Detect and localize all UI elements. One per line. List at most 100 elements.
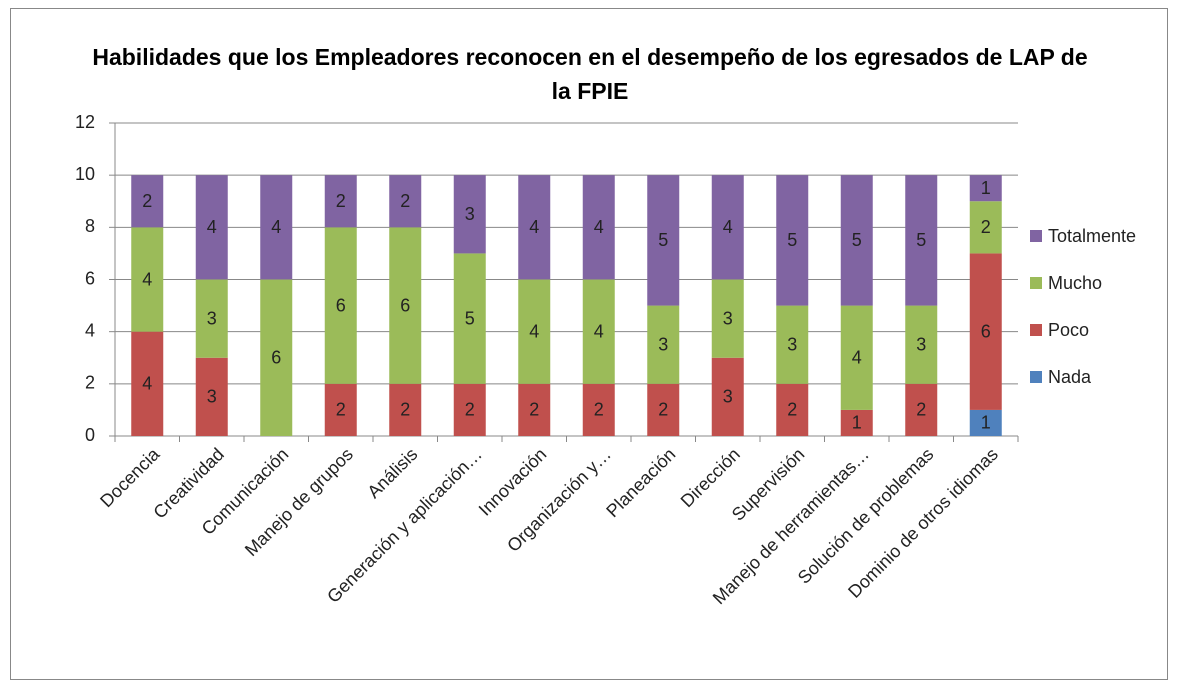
data-label: 3 [723,308,733,328]
data-label: 4 [529,321,539,341]
data-label: 4 [723,217,733,237]
data-label: 3 [207,387,217,407]
data-label: 2 [981,217,991,237]
y-tick-label: 0 [85,425,95,445]
data-label: 4 [594,217,604,237]
data-label: 2 [787,400,797,420]
bar-segment [131,227,164,332]
legend-swatch [1030,230,1042,242]
data-label: 2 [400,400,410,420]
bar-segment [647,383,680,436]
data-label: 2 [142,191,152,211]
data-label: 2 [400,191,410,211]
data-label: 3 [658,334,668,354]
legend-label: Mucho [1048,273,1102,293]
bar-segment [453,253,486,384]
data-label: 3 [207,308,217,328]
legend-swatch [1030,371,1042,383]
chart-title: Habilidades que los Empleadores reconoce… [92,44,1088,104]
bar-segment [518,175,551,280]
data-label: 2 [594,400,604,420]
y-tick-label: 10 [75,164,95,184]
bar-segment [195,357,228,436]
x-tick-label: Docencia [96,443,164,511]
data-label: 4 [142,269,152,289]
bar-segment [776,305,809,384]
bar-segment [131,175,164,228]
bar-segment [518,383,551,436]
x-tick-label: Manejo de grupos [241,444,357,560]
bar-segment [711,279,744,358]
data-label: 4 [594,321,604,341]
data-label: 1 [981,413,991,433]
bar-segment [453,383,486,436]
bar-segment [647,175,680,306]
bar-segment [969,409,1002,436]
data-label: 4 [271,217,281,237]
data-label: 6 [336,295,346,315]
data-label: 3 [465,204,475,224]
bar-segment [195,279,228,358]
x-tick-label: Análisis [363,444,421,502]
bar-segment [324,175,357,228]
legend-label: Totalmente [1048,226,1136,246]
data-label: 6 [271,348,281,368]
bar-segment [582,383,615,436]
data-label: 2 [916,400,926,420]
y-tick-label: 6 [85,268,95,288]
data-label: 6 [400,295,410,315]
data-label: 5 [465,308,475,328]
data-label: 3 [787,334,797,354]
data-label: 2 [465,400,475,420]
data-label: 3 [916,334,926,354]
bar-segment [840,305,873,410]
bar-segment [711,175,744,280]
legend-label: Nada [1048,367,1092,387]
bar-segment [776,383,809,436]
bar-segment [453,175,486,254]
data-label: 2 [658,400,668,420]
data-label: 1 [852,413,862,433]
bar-segment [324,383,357,436]
data-label: 2 [529,400,539,420]
bar-segment [260,175,293,280]
legend-label: Poco [1048,320,1089,340]
x-tick-label: Planeación [602,444,679,521]
bar-segment [389,383,422,436]
y-tick-label: 12 [75,112,95,132]
data-label: 4 [142,374,152,394]
x-tick-label: Dirección [677,444,744,511]
data-label: 4 [207,217,217,237]
y-tick-label: 2 [85,373,95,393]
bar-segment [905,175,938,306]
bar-segment [776,175,809,306]
data-label: 5 [852,230,862,250]
bar-segment [389,227,422,384]
data-label: 2 [336,400,346,420]
bar-segment [324,227,357,384]
data-label: 3 [723,387,733,407]
bar-segment [711,357,744,436]
bar-segment [969,175,1002,202]
data-label: 6 [981,321,991,341]
bar-segment [195,175,228,280]
bar-segment [905,305,938,384]
data-label: 5 [916,230,926,250]
bar-segment [905,383,938,436]
data-label: 4 [529,217,539,237]
bar-segment [840,409,873,436]
bar-segment [582,175,615,280]
bar-segment [840,175,873,306]
bar-segment [582,279,615,384]
bar-segment [518,279,551,384]
bar-segment [969,253,1002,410]
y-tick-label: 4 [85,320,95,340]
bar-segment [647,305,680,384]
bar-segment [260,279,293,436]
data-label: 1 [981,178,991,198]
data-label: 4 [852,348,862,368]
data-label: 5 [658,230,668,250]
data-label: 5 [787,230,797,250]
